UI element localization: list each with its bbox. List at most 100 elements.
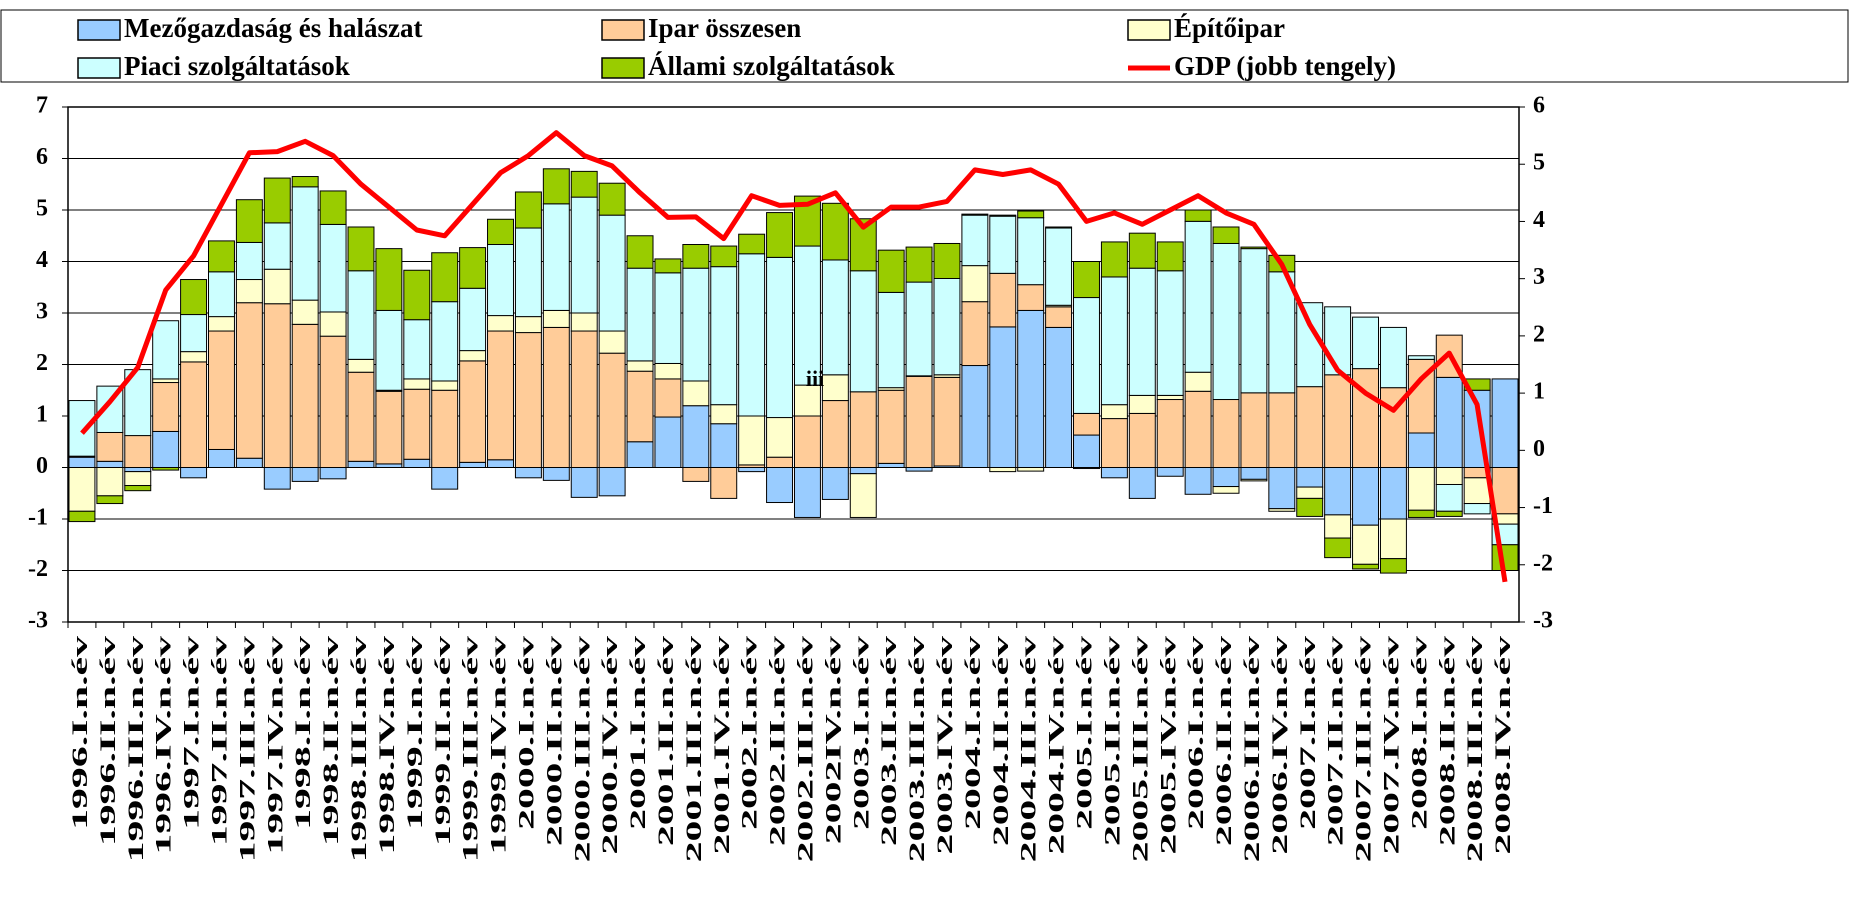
bar-segment (905, 281, 933, 377)
bar-segment (1268, 392, 1296, 469)
legend-label: Építőipar (1174, 13, 1285, 43)
bar-segment (682, 244, 710, 269)
bar-segment (738, 467, 766, 473)
bar-segment (235, 457, 263, 469)
bar-segment (487, 244, 514, 317)
bar-segment (821, 374, 849, 402)
bar-segment (1212, 467, 1240, 488)
bar-segment (96, 460, 124, 469)
bar-segment (1156, 241, 1184, 272)
bar-segment (766, 212, 794, 258)
bar-segment (570, 467, 598, 498)
bar-segment (431, 380, 459, 391)
x-tick-label: 2008.IV.n.év (1491, 636, 1515, 855)
bar-segment (1352, 563, 1380, 570)
bar-segment (1240, 246, 1268, 250)
bar-segment (626, 267, 654, 362)
x-tick-label: 2005.I.n.év (1072, 636, 1096, 830)
x-tick-label: 2005.II.n.év (1100, 636, 1124, 847)
bar-segment (710, 245, 738, 268)
bar-segment (459, 350, 487, 362)
bar-segment (1100, 276, 1128, 406)
x-tick-label: 2005.III.n.év (1128, 636, 1152, 863)
bar-segment (1045, 306, 1073, 328)
bar-segment (738, 415, 766, 466)
bar-segment (1352, 524, 1380, 565)
x-tick-label: 1997.III.n.év (235, 636, 259, 863)
x-tick-label: 2002.II.n.év (766, 636, 790, 847)
bar-segment (431, 301, 459, 382)
bar-segment (152, 320, 180, 380)
bar-segment (933, 376, 961, 467)
bar-segment (766, 256, 794, 419)
x-tick-label: 1998.II.n.év (319, 636, 343, 847)
bar-segment (1073, 297, 1100, 414)
bar-segment (1184, 467, 1212, 495)
x-tick-label: 2002.III.n.év (793, 636, 817, 863)
x-tick-label: 1997.IV.n.év (263, 636, 287, 855)
bar-segment (1324, 306, 1352, 376)
x-tick-label: 1998.I.n.év (291, 636, 315, 830)
bar-segment (1073, 434, 1100, 468)
y-tick-label: 0 (36, 453, 48, 479)
bar-segment (570, 196, 598, 314)
bar-segment (375, 248, 403, 311)
y2-tick-label: 4 (1533, 207, 1545, 233)
bar-segment (124, 435, 152, 469)
x-tick-label: 2007.III.n.év (1351, 636, 1375, 863)
bar-segment (291, 176, 319, 188)
legend-label: Piaci szolgáltatások (124, 51, 350, 81)
bar-segment (1156, 270, 1184, 396)
bar-segment (152, 378, 180, 384)
bar-segment (1017, 467, 1045, 472)
x-tick-label: 2007.II.n.év (1324, 636, 1348, 847)
bar-segment (1212, 486, 1240, 494)
bar-segment (207, 240, 235, 273)
legend-label: Ipar összesen (648, 13, 801, 43)
bar-segment (933, 242, 961, 279)
bar-segment (96, 431, 124, 462)
bar-segment (235, 241, 263, 281)
x-tick-label: 2006.I.n.év (1184, 636, 1208, 830)
y-tick-label: 1 (36, 402, 48, 428)
bar-segment (905, 467, 933, 472)
bar-segment (1407, 509, 1435, 518)
y2-tick-label: 5 (1533, 150, 1545, 176)
bar-segment (96, 467, 124, 497)
bar-segment (1463, 503, 1491, 515)
bar-segment (626, 441, 654, 468)
bar-segment (1379, 467, 1407, 520)
bar-segment (849, 473, 877, 518)
bar-segment (961, 365, 989, 468)
x-tick-label: 2001.III.n.év (682, 636, 706, 863)
bar-segment (180, 314, 208, 353)
bar-segment (347, 270, 375, 360)
bar-segment (1324, 467, 1352, 516)
legend-label: GDP (jobb tengely) (1174, 51, 1396, 81)
annotation: iii (806, 366, 824, 391)
bar-segment (291, 323, 319, 468)
bar-segment (961, 214, 989, 267)
x-tick-label: 2000.II.n.év (542, 636, 566, 847)
bar-segment (68, 400, 96, 457)
bar-segment (682, 380, 710, 407)
bar-segment (1156, 399, 1184, 468)
bar-segment (459, 360, 487, 463)
x-tick-label: 1999.IV.n.év (486, 636, 510, 855)
bar-segment (654, 378, 682, 418)
bar-segment (263, 303, 291, 469)
bar-segment (598, 182, 626, 216)
bar-segment (207, 330, 235, 450)
bar-segment (1073, 261, 1100, 299)
x-tick-label: 2004.II.n.év (989, 636, 1013, 847)
x-tick-label: 2003.IV.n.év (933, 636, 957, 855)
bar-segment (263, 467, 291, 490)
bar-segment (431, 467, 459, 490)
bar-segment (542, 168, 570, 205)
bar-segment (654, 362, 682, 380)
bar-segment (68, 510, 96, 523)
bar-segment (1045, 226, 1073, 229)
bar-segment (68, 467, 96, 512)
bar-segment (1296, 486, 1324, 499)
